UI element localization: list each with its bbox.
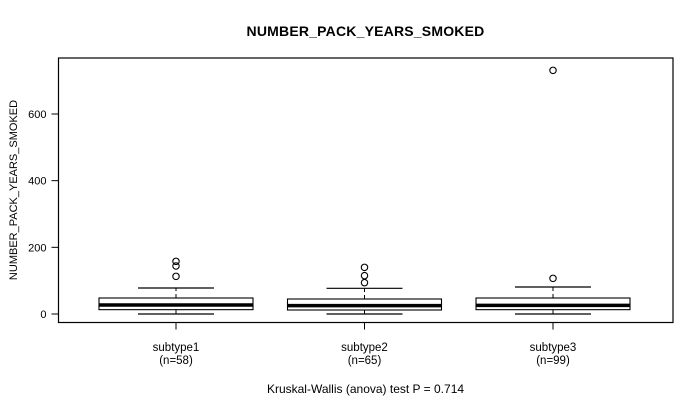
stats-caption: Kruskal-Wallis (anova) test P = 0.714 xyxy=(266,382,465,396)
y-axis-tick-label: 400 xyxy=(28,176,46,188)
y-axis-tick-label: 200 xyxy=(28,242,46,254)
x-axis-group-count: (n=99) xyxy=(536,355,570,367)
x-axis-group-count: (n=58) xyxy=(159,355,193,367)
x-axis-group-label: subtype1 xyxy=(153,342,200,354)
outlier-point-subtype2 xyxy=(360,271,369,280)
x-axis-group-label: subtype2 xyxy=(341,342,388,354)
outlier-point-subtype1 xyxy=(172,262,180,270)
y-axis-tick-label: 0 xyxy=(40,309,46,321)
outlier-point-subtype1 xyxy=(172,272,180,281)
outlier-point-subtype2 xyxy=(360,278,369,287)
chart-title: NUMBER_PACK_YEARS_SMOKED xyxy=(246,23,485,39)
x-axis-group-label: subtype3 xyxy=(530,342,577,354)
plot-frame xyxy=(57,57,674,324)
x-axis-group-count: (n=65) xyxy=(348,355,382,367)
outlier-point-subtype3 xyxy=(549,274,557,283)
outlier-point-subtype3 xyxy=(549,66,557,75)
outlier-point-subtype2 xyxy=(360,263,369,272)
y-axis-tick-label: 600 xyxy=(28,109,46,121)
outlier-point-subtype1 xyxy=(172,257,180,266)
